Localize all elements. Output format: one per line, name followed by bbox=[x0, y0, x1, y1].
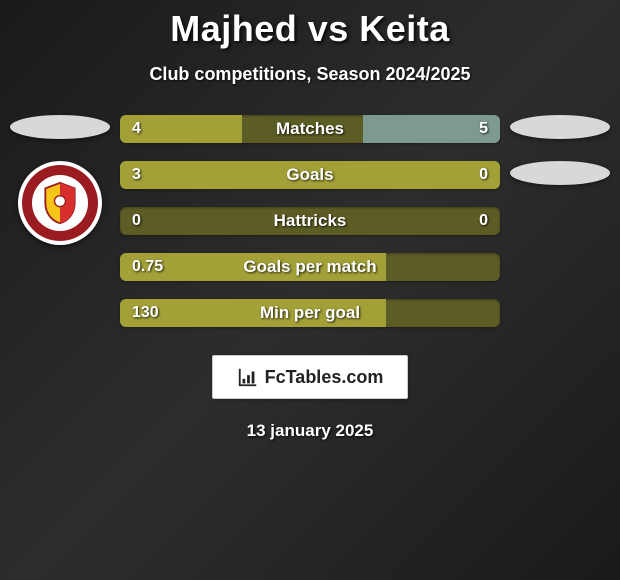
player-left-oval bbox=[10, 115, 110, 139]
stat-row: 3Goals0 bbox=[120, 161, 500, 189]
right-column bbox=[510, 115, 610, 185]
date-label: 13 january 2025 bbox=[247, 421, 374, 441]
bar-fill-left bbox=[120, 299, 386, 327]
brand-text: FcTables.com bbox=[265, 367, 384, 388]
subtitle: Club competitions, Season 2024/2025 bbox=[149, 64, 470, 85]
comparison-card: Majhed vs Keita Club competitions, Seaso… bbox=[0, 0, 620, 441]
chart-icon bbox=[237, 366, 259, 388]
shield-icon bbox=[41, 181, 79, 225]
stat-value-left: 130 bbox=[132, 304, 159, 322]
page-title: Majhed vs Keita bbox=[170, 8, 450, 50]
stat-value-right: 0 bbox=[479, 166, 488, 184]
stat-row: 0.75Goals per match bbox=[120, 253, 500, 281]
stat-value-left: 3 bbox=[132, 166, 141, 184]
left-column bbox=[10, 115, 110, 245]
badge-inner bbox=[32, 175, 88, 231]
content-row: 4Matches53Goals00Hattricks00.75Goals per… bbox=[0, 115, 620, 327]
stat-value-right: 5 bbox=[479, 120, 488, 138]
stat-label: Hattricks bbox=[120, 211, 500, 231]
stat-value-left: 4 bbox=[132, 120, 141, 138]
stat-value-left: 0 bbox=[132, 212, 141, 230]
brand-box[interactable]: FcTables.com bbox=[212, 355, 409, 399]
stat-value-right: 0 bbox=[479, 212, 488, 230]
player-right-oval bbox=[510, 115, 610, 139]
stat-row: 0Hattricks0 bbox=[120, 207, 500, 235]
team-right-oval bbox=[510, 161, 610, 185]
stat-row: 130Min per goal bbox=[120, 299, 500, 327]
bar-fill-left bbox=[120, 161, 500, 189]
stat-value-left: 0.75 bbox=[132, 258, 163, 276]
stat-bars: 4Matches53Goals00Hattricks00.75Goals per… bbox=[120, 115, 500, 327]
stat-row: 4Matches5 bbox=[120, 115, 500, 143]
team-left-badge bbox=[18, 161, 102, 245]
